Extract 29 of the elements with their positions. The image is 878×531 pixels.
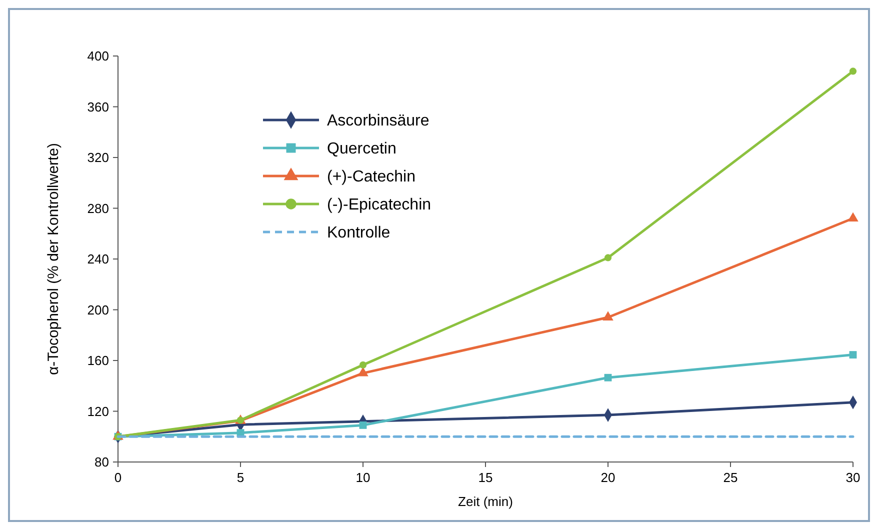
legend-label: Ascorbinsäure bbox=[327, 112, 430, 130]
legend-label: (+)-Catechin bbox=[327, 168, 416, 186]
point bbox=[604, 374, 612, 382]
y-tick-label: 160 bbox=[87, 353, 109, 368]
x-tick-label: 20 bbox=[600, 470, 616, 485]
point bbox=[849, 351, 857, 358]
y-tick-label: 360 bbox=[87, 99, 109, 114]
point bbox=[359, 361, 367, 368]
legend-label: Quercetin bbox=[327, 140, 396, 158]
y-tick-label: 320 bbox=[87, 150, 109, 166]
y-tick-label: 200 bbox=[87, 302, 109, 318]
y-axis-title: α-Tocopherol (% der Kontrollwerte) bbox=[45, 142, 62, 376]
x-tick-label: 10 bbox=[356, 470, 370, 485]
point bbox=[604, 254, 612, 262]
y-tick-label: 400 bbox=[87, 48, 109, 64]
point bbox=[359, 422, 367, 429]
x-tick-label: 25 bbox=[723, 470, 738, 485]
y-tick-label: 120 bbox=[87, 404, 109, 419]
x-tick-label: 15 bbox=[478, 470, 493, 485]
legend-label: Kontrolle bbox=[327, 224, 390, 242]
point bbox=[849, 68, 857, 75]
legend-label: (-)-Epicatechin bbox=[327, 196, 432, 214]
x-axis-title: Zeit (min) bbox=[458, 494, 513, 509]
y-tick-label: 240 bbox=[87, 252, 109, 267]
x-tick-label: 5 bbox=[236, 470, 244, 485]
y-tick-label: 280 bbox=[87, 200, 109, 216]
x-tick-label: 30 bbox=[846, 470, 860, 485]
y-tick-label: 80 bbox=[94, 454, 109, 470]
x-tick-label: 0 bbox=[114, 470, 122, 485]
